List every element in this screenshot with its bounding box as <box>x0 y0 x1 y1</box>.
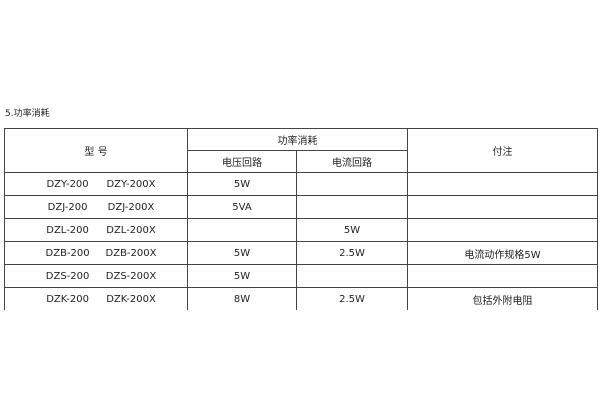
current-cell: 2.5W <box>296 241 408 265</box>
current-cell: 5W <box>296 218 408 242</box>
table-row: DZK-200 DZK-200X 8W 2.5W 包括外附电阻 <box>4 287 598 310</box>
power-consumption-table: 型 号 功率消耗 付注 电压回路 电流回路 DZY-200 DZY-200X 5W… <box>4 128 598 310</box>
note-cell <box>407 172 598 196</box>
model-b: DZL-200X <box>106 224 156 236</box>
model-cell: DZK-200 DZK-200X <box>4 287 188 310</box>
table-row: DZB-200 DZB-200X 5W 2.5W 电流动作规格5W <box>4 241 598 265</box>
note-cell: 包括外附电阻 <box>407 287 598 310</box>
note-cell: 电流动作规格5W <box>407 241 598 265</box>
table-row: DZL-200 DZL-200X 5W <box>4 218 598 242</box>
section-title: 5.功率消耗 <box>5 109 50 119</box>
voltage-cell: 5VA <box>187 195 297 219</box>
model-cell: DZB-200 DZB-200X <box>4 241 188 265</box>
header-power: 功率消耗 <box>187 128 408 151</box>
current-cell <box>296 264 408 288</box>
model-a: DZB-200 <box>45 247 90 259</box>
voltage-cell: 5W <box>187 241 297 265</box>
note-cell <box>407 264 598 288</box>
model-b: DZJ-200X <box>107 201 155 213</box>
header-voltage: 电压回路 <box>187 150 297 173</box>
model-cell: DZL-200 DZL-200X <box>4 218 188 242</box>
model-a: DZK-200 <box>46 293 89 305</box>
model-cell: DZY-200 DZY-200X <box>4 172 188 196</box>
voltage-cell: 5W <box>187 172 297 196</box>
model-a: DZS-200 <box>45 270 90 282</box>
note-cell <box>407 195 598 219</box>
table-row: DZY-200 DZY-200X 5W <box>4 172 598 196</box>
header-note: 付注 <box>407 128 598 173</box>
model-cell: DZJ-200 DZJ-200X <box>4 195 188 219</box>
model-b: DZS-200X <box>105 270 157 282</box>
voltage-cell <box>187 218 297 242</box>
model-a: DZJ-200 <box>47 201 88 213</box>
model-cell: DZS-200 DZS-200X <box>4 264 188 288</box>
header-current: 电流回路 <box>296 150 408 173</box>
voltage-cell: 8W <box>187 287 297 310</box>
current-cell <box>296 195 408 219</box>
model-b: DZK-200X <box>106 293 156 305</box>
voltage-cell: 5W <box>187 264 297 288</box>
current-cell: 2.5W <box>296 287 408 310</box>
table-row: DZS-200 DZS-200X 5W <box>4 264 598 288</box>
model-a: DZL-200 <box>46 224 89 236</box>
model-b: DZB-200X <box>105 247 157 259</box>
table-row: DZJ-200 DZJ-200X 5VA <box>4 195 598 219</box>
header-model: 型 号 <box>4 128 188 173</box>
note-cell <box>407 218 598 242</box>
current-cell <box>296 172 408 196</box>
model-a: DZY-200 <box>46 178 89 190</box>
model-b: DZY-200X <box>106 178 156 190</box>
